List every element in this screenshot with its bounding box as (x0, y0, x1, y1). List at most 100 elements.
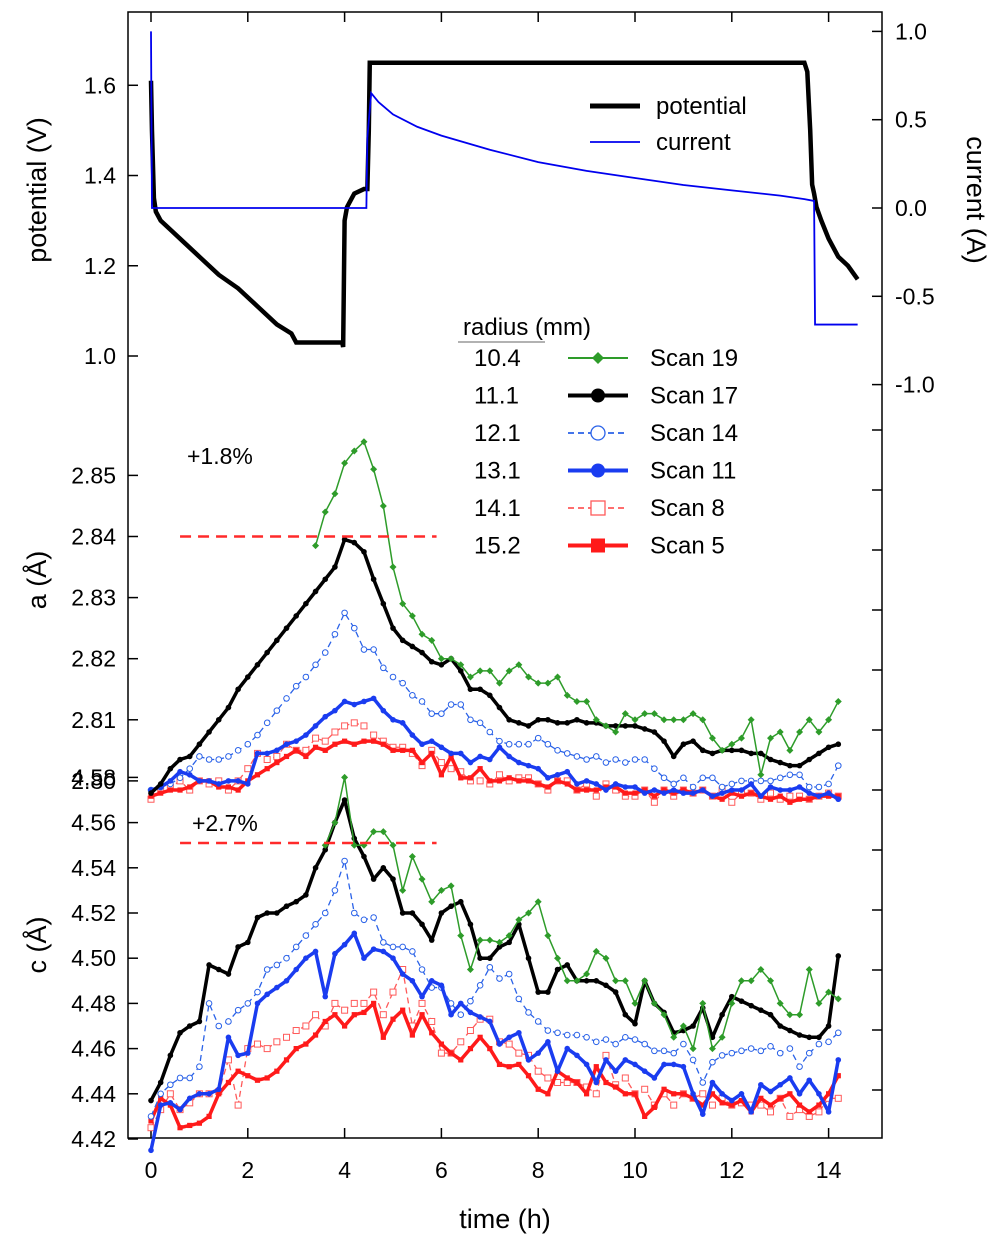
c-point (738, 1097, 745, 1104)
c-point (670, 1101, 678, 1109)
c-point (777, 1095, 783, 1101)
a-point (409, 732, 416, 738)
c-point (215, 1022, 223, 1030)
c-point (457, 932, 465, 940)
c-point (438, 982, 445, 989)
c-point (767, 1102, 774, 1108)
legend-marker (590, 500, 606, 516)
a-point (738, 777, 745, 785)
a-point (661, 738, 667, 744)
c-point (603, 1079, 609, 1086)
legend-scan-17-label: Scan 17 (650, 383, 738, 410)
a-point (225, 704, 232, 711)
c-point (341, 1006, 349, 1014)
a-point (516, 759, 522, 766)
c-point (186, 1074, 194, 1082)
a-point (487, 778, 493, 784)
c-point (505, 932, 513, 940)
c-point (389, 841, 397, 849)
c-point (583, 1034, 590, 1041)
legend-scan-8-label: Scan 8 (650, 495, 725, 522)
a-point (525, 740, 532, 748)
c-point (390, 955, 396, 961)
x-tick-label: 12 (719, 1157, 745, 1183)
c-point (419, 1012, 425, 1018)
c-point (341, 773, 349, 781)
c-point (486, 963, 494, 971)
a-point (757, 777, 765, 785)
a-point (312, 542, 320, 550)
a-point (622, 723, 629, 729)
c-point (428, 898, 436, 906)
legend-scan-14-label: Scan 14 (650, 420, 738, 447)
a-point (805, 716, 813, 724)
c-point (554, 1068, 561, 1074)
c-point (428, 1017, 436, 1025)
c-point (834, 1029, 842, 1037)
c-point (332, 1012, 338, 1018)
c-point (816, 1034, 822, 1041)
a-point (292, 682, 300, 690)
c-point (205, 1000, 213, 1007)
a-point (650, 798, 658, 806)
a-point (321, 508, 329, 516)
a-point (341, 459, 349, 467)
a-point (293, 738, 300, 744)
a-point (661, 790, 667, 796)
a-point (467, 716, 474, 724)
a-point (680, 790, 687, 796)
x-tick-label: 6 (435, 1157, 448, 1183)
a-point (254, 750, 261, 757)
x-tick-label: 0 (145, 1157, 158, 1183)
legend-marker (591, 538, 605, 553)
a-point (777, 793, 783, 799)
c-point (767, 1088, 774, 1095)
a-point (622, 759, 629, 766)
a-point (371, 738, 377, 744)
a-point (554, 778, 561, 784)
a-point (515, 740, 523, 748)
c-point (719, 1100, 725, 1106)
a-point (825, 716, 833, 724)
c-point (545, 989, 551, 995)
a-point (583, 697, 591, 705)
potential-y-tick-label: 1.0 (84, 343, 116, 369)
a-point (564, 720, 571, 726)
c-point (273, 1038, 281, 1046)
a-point (457, 661, 465, 669)
c-point (757, 966, 765, 973)
a-point (196, 753, 203, 760)
a-point (777, 787, 783, 793)
x-tick-label: 14 (816, 1157, 842, 1183)
c-point (525, 909, 533, 917)
a-point (796, 762, 803, 769)
a-point (689, 783, 697, 791)
a-point (515, 661, 523, 669)
a-point (274, 759, 280, 766)
a-point (177, 756, 183, 763)
c-point (177, 1029, 183, 1036)
c-point (147, 1124, 155, 1132)
a-point (516, 778, 522, 784)
a-point (796, 784, 803, 790)
c-point (292, 943, 300, 951)
c-point (477, 1034, 483, 1040)
c-point (437, 1049, 445, 1057)
c-point (361, 955, 367, 961)
a-point (312, 734, 320, 742)
c-point (235, 944, 241, 950)
a-point (487, 756, 493, 763)
a-point (476, 667, 484, 675)
a-point (815, 783, 823, 791)
c-point (371, 1000, 377, 1006)
a-point (496, 704, 503, 711)
a-point (418, 630, 426, 638)
a-point (777, 759, 783, 766)
c-point (147, 1113, 155, 1120)
c-point (225, 971, 232, 977)
x-tick-label: 8 (532, 1157, 545, 1183)
a-point (825, 780, 832, 788)
a-point (274, 637, 280, 644)
c-point (737, 977, 745, 985)
c-point (486, 936, 494, 944)
